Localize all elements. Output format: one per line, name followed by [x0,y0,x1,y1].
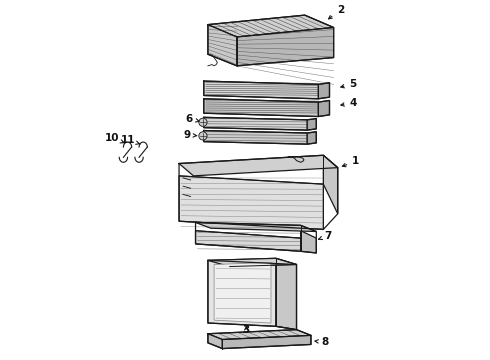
Polygon shape [179,176,323,229]
Text: 7: 7 [318,231,332,240]
Text: 11: 11 [121,135,140,145]
Polygon shape [301,231,317,253]
Text: 9: 9 [184,130,197,140]
Polygon shape [208,258,276,326]
Circle shape [199,118,207,126]
Polygon shape [208,330,311,339]
Circle shape [199,132,207,140]
Polygon shape [204,81,318,99]
Polygon shape [196,231,301,251]
Polygon shape [196,222,317,231]
Polygon shape [307,118,317,130]
Polygon shape [204,117,307,130]
Text: 8: 8 [315,337,328,347]
Polygon shape [237,27,334,66]
Polygon shape [204,99,318,117]
Text: 4: 4 [341,98,357,108]
Text: 1: 1 [343,157,360,167]
Text: 2: 2 [329,5,344,19]
Polygon shape [208,334,222,348]
Polygon shape [276,258,296,330]
Text: 5: 5 [341,79,357,89]
Text: 10: 10 [105,133,124,143]
Polygon shape [318,100,329,117]
Polygon shape [323,155,338,214]
Polygon shape [204,131,307,144]
Polygon shape [208,24,237,66]
Polygon shape [307,132,317,144]
Text: 3: 3 [243,325,250,336]
Polygon shape [179,155,338,176]
Polygon shape [214,262,271,323]
Text: 6: 6 [185,114,199,123]
Polygon shape [318,83,329,99]
Polygon shape [208,15,334,37]
Polygon shape [222,336,311,348]
Polygon shape [208,258,296,266]
